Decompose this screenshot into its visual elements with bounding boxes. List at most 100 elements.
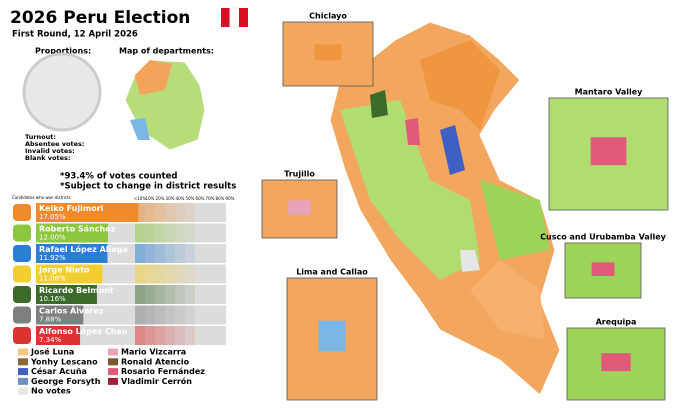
candidate-icon xyxy=(13,327,31,344)
bar-shade xyxy=(175,223,185,243)
label: Proportions: xyxy=(35,47,91,56)
candidate-share: 7.88% xyxy=(39,316,62,324)
candidate-share: 12.00% xyxy=(39,234,66,242)
candidate-name: Rafael López Aliaga xyxy=(39,244,128,254)
candidate-icon xyxy=(13,306,31,324)
subtitle: First Round, 12 April 2026 xyxy=(12,30,138,40)
legend-label: No votes xyxy=(31,387,71,396)
bar-shade xyxy=(165,264,175,284)
inset-region xyxy=(288,200,311,215)
bar-shade xyxy=(145,223,155,243)
legend-swatch xyxy=(18,387,28,395)
stat-label: Absentee votes: xyxy=(25,140,84,148)
bar-shade xyxy=(175,305,185,325)
legend-label: George Forsyth xyxy=(31,377,101,386)
candidate-name: Jorge Nieto xyxy=(38,266,90,275)
legend-label: Mario Vizcarra xyxy=(121,348,186,357)
bar-track xyxy=(36,326,226,345)
bar-shade xyxy=(165,305,175,325)
bar-shade xyxy=(165,223,175,243)
bar-shade xyxy=(135,305,145,325)
bar-shade xyxy=(175,203,185,222)
legend-label: José Luna xyxy=(30,347,74,357)
inset-region xyxy=(314,44,342,61)
legend-label: Ronald Atencio xyxy=(121,357,190,366)
candidate-share: 7.34% xyxy=(39,336,62,344)
bar-shade xyxy=(185,264,195,284)
scale-label: 60% xyxy=(196,196,205,201)
candidate-name: Keiko Fujimori xyxy=(39,204,104,213)
candidate-icon xyxy=(13,265,31,283)
legend-label: Yonhy Lescano xyxy=(30,357,98,366)
scale-label: 70% xyxy=(206,196,215,201)
legend-swatch xyxy=(18,358,28,366)
inset-title: Mantaro Valley xyxy=(575,88,644,97)
candidate-share: 17.05% xyxy=(39,213,66,221)
legend-label: Vladimir Cerrón xyxy=(121,376,192,386)
candidate-icon xyxy=(13,245,31,262)
inset-title: Lima and Callao xyxy=(296,268,368,277)
inset-title: Trujillo xyxy=(284,170,315,179)
bar-track xyxy=(36,305,226,325)
bar-shade xyxy=(145,305,155,325)
candidate-icon xyxy=(13,286,31,303)
bar-shade xyxy=(145,244,155,263)
candidate-share: 11.06% xyxy=(39,275,66,283)
bar-shade xyxy=(165,244,175,263)
scale-label: 50% xyxy=(186,196,195,201)
bar-shade xyxy=(155,264,165,284)
candidate-icon xyxy=(13,204,31,221)
bar-shade xyxy=(135,326,145,345)
bar-shade xyxy=(145,285,155,304)
stat-label: Invalid votes: xyxy=(25,147,75,155)
caption: Candidates who won districts xyxy=(12,195,71,200)
legend-swatch xyxy=(108,348,118,356)
bar-shade xyxy=(155,326,165,345)
bar-shade xyxy=(185,285,195,304)
legend-label: César Acuña xyxy=(31,366,87,376)
candidate-icon xyxy=(13,224,31,242)
inset-title: Cusco and Urubamba Valley xyxy=(540,233,667,242)
bar-shade xyxy=(175,264,185,284)
bar-shade xyxy=(155,305,165,325)
legend-swatch xyxy=(18,348,28,356)
bar-shade xyxy=(135,203,145,222)
bar-shade xyxy=(155,285,165,304)
candidate-name: Carlos Álvarez xyxy=(39,305,104,316)
scale-label: 30% xyxy=(166,196,175,201)
candidate-share: 10.16% xyxy=(39,295,66,303)
bar-shade xyxy=(185,244,195,263)
legend-swatch xyxy=(18,368,28,376)
bar xyxy=(36,244,108,263)
bar xyxy=(36,305,84,325)
bar-shade xyxy=(175,326,185,345)
bar-shade xyxy=(135,223,145,243)
legend-swatch xyxy=(108,368,118,376)
bar-shade xyxy=(155,203,165,222)
bar-shade xyxy=(145,203,155,222)
legend-label: Rosario Fernández xyxy=(121,367,205,376)
bar-shade xyxy=(185,203,195,222)
bar-shade xyxy=(165,326,175,345)
inset-region xyxy=(591,262,615,276)
bar-shade xyxy=(145,326,155,345)
bar xyxy=(36,326,81,345)
department-map-part xyxy=(135,60,172,95)
proportion-chart xyxy=(22,52,102,132)
bar-shade xyxy=(135,264,145,284)
candidate-share: 11.92% xyxy=(39,254,66,262)
bar xyxy=(36,285,97,304)
stat-label: Blank votes: xyxy=(25,154,70,162)
candidate-name: Alfonso López Chau xyxy=(39,326,128,336)
flag xyxy=(221,7,248,28)
candidate-name: Ricardo Belmont xyxy=(39,286,114,295)
bar-shade xyxy=(185,305,195,325)
inset-title: Chiclayo xyxy=(309,12,347,21)
inset-region xyxy=(601,353,631,372)
main-map xyxy=(329,21,561,396)
legend-swatch xyxy=(108,358,118,366)
bar-shade xyxy=(165,285,175,304)
note: *93.4% of votes counted xyxy=(60,172,178,182)
bar-shade xyxy=(185,326,195,345)
